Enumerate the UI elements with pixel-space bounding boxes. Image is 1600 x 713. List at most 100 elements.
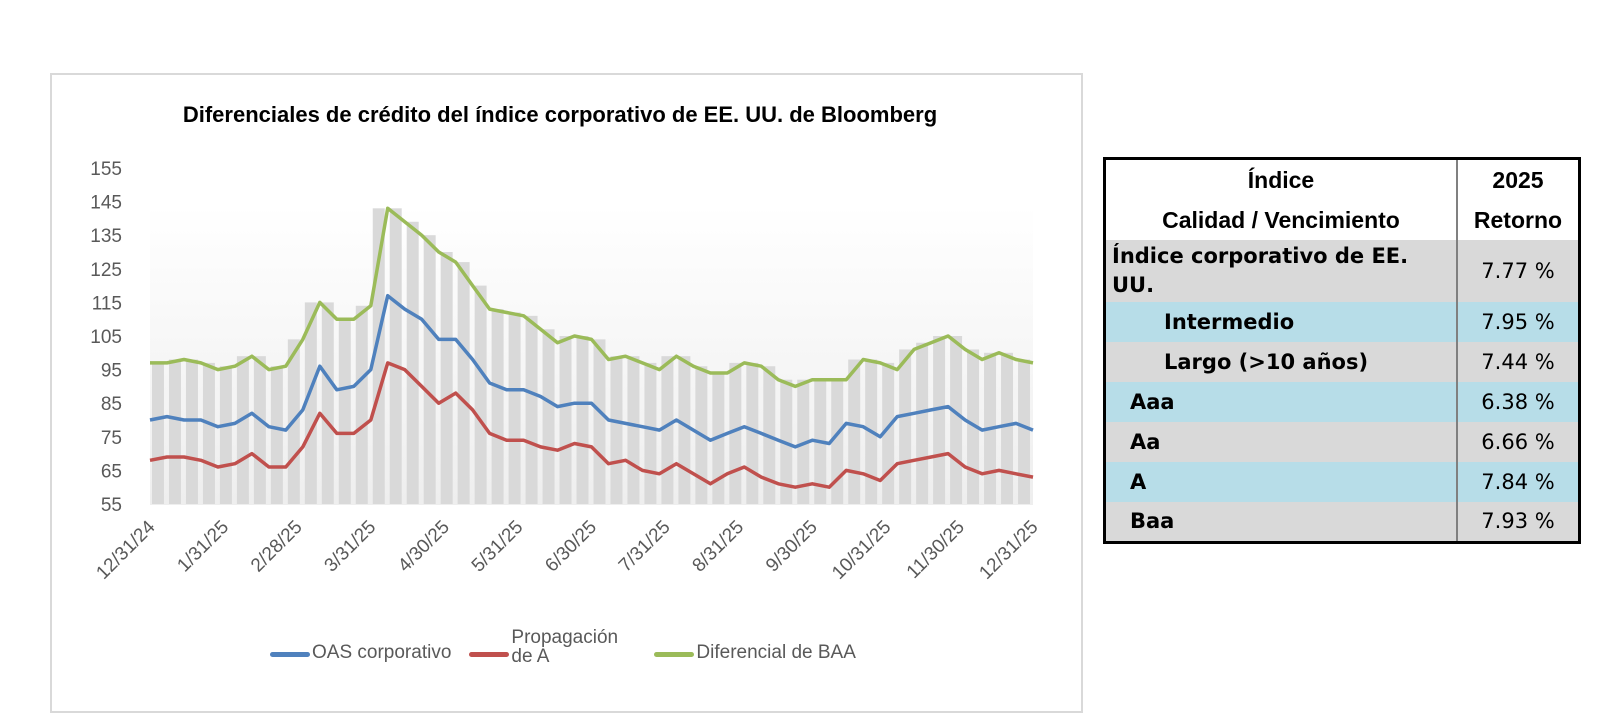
row-value: 7.44 % xyxy=(1481,350,1555,374)
y-tick-label: 55 xyxy=(101,495,122,516)
shade-bar xyxy=(848,359,861,504)
row-value: 7.77 % xyxy=(1481,259,1555,283)
shade-bar xyxy=(797,379,810,504)
x-tick-label: 4/30/25 xyxy=(394,517,454,577)
shade-bar xyxy=(661,356,674,504)
row-label: Baa xyxy=(1104,502,1458,542)
y-tick-label: 95 xyxy=(101,361,122,382)
y-tick-label: 135 xyxy=(90,226,122,247)
x-tick-label: 2/28/25 xyxy=(247,517,307,577)
table-header: Índice Calidad / Vencimiento 2025 Retorno xyxy=(1104,158,1580,240)
shade-bar xyxy=(152,362,164,504)
row-label: Aa xyxy=(1104,422,1458,462)
y-tick-label: 145 xyxy=(90,193,122,214)
shade-bar xyxy=(831,379,844,504)
shade-bar xyxy=(593,339,606,504)
shade-bar xyxy=(729,362,742,504)
x-tick-label: 10/31/25 xyxy=(828,517,895,584)
table-row: Aaa 6.38 % xyxy=(1104,382,1580,422)
shade-bar xyxy=(304,302,317,504)
shade-bar xyxy=(219,366,232,504)
series-line-propagaci-n-de-a xyxy=(149,361,1034,489)
y-tick-label: 115 xyxy=(92,293,122,314)
shade-bar xyxy=(457,262,470,504)
shade-bar xyxy=(678,356,691,504)
header-return: 2025 Retorno xyxy=(1457,158,1580,240)
header-text: 2025 xyxy=(1492,167,1544,193)
shade-bar xyxy=(933,336,946,504)
shade-bar xyxy=(576,336,589,504)
shade-bar xyxy=(389,208,402,504)
y-tick-label: 155 xyxy=(90,159,122,180)
row-value: 6.66 % xyxy=(1481,430,1555,454)
legend-label: OAS corporativo xyxy=(312,642,452,663)
header-text: Índice xyxy=(1247,167,1315,193)
y-tick-label: 65 xyxy=(101,461,122,482)
shade-bar xyxy=(270,366,283,504)
shade-bar xyxy=(542,329,555,504)
shade-bar xyxy=(338,319,351,504)
shade-bar xyxy=(202,362,215,504)
shade-bar xyxy=(627,356,640,504)
shade-bar xyxy=(321,302,334,504)
shade-bar xyxy=(236,356,249,504)
shade-bar xyxy=(440,252,453,504)
x-tick-label: 12/31/24 xyxy=(92,516,159,583)
x-tick-label: 9/30/25 xyxy=(762,517,822,577)
shade-bar xyxy=(508,312,521,504)
legend-item-baa: Diferencial de BAA xyxy=(654,640,856,663)
x-tick-label: 3/31/25 xyxy=(321,517,381,577)
legend-label: Diferencial de BAA xyxy=(696,642,856,663)
table-row: Aa 6.66 % xyxy=(1104,422,1580,462)
shade-bar xyxy=(746,362,759,504)
header-index: Índice Calidad / Vencimiento xyxy=(1104,158,1458,240)
shade-bar xyxy=(491,309,504,504)
row-value: 7.95 % xyxy=(1481,310,1555,334)
legend-label: Propagación de A xyxy=(511,627,619,667)
shade-bar xyxy=(1001,352,1014,504)
table-row: Intermedio 7.95 % xyxy=(1104,302,1580,342)
row-label: A xyxy=(1104,462,1458,502)
shade-bar xyxy=(916,342,929,504)
row-value: 7.93 % xyxy=(1481,509,1555,534)
legend: OAS corporativo Propagación de A Diferen… xyxy=(270,628,874,666)
shade-bar xyxy=(372,208,385,504)
shade-bar xyxy=(950,336,963,504)
shade-bar xyxy=(525,315,538,504)
shade-bar xyxy=(882,362,895,504)
legend-swatch-red xyxy=(469,652,510,657)
row-label: Intermedio xyxy=(1104,302,1458,342)
shade-bar xyxy=(559,336,572,504)
shade-bar xyxy=(406,221,419,504)
y-tick-label: 75 xyxy=(101,428,122,449)
legend-item-oas: OAS corporativo xyxy=(270,640,451,662)
shade-bar xyxy=(423,235,436,504)
legend-swatch-green xyxy=(654,652,695,657)
header-text: Calidad / Vencimiento xyxy=(1162,207,1400,233)
shade-bar xyxy=(474,285,487,504)
y-tick-label: 125 xyxy=(90,260,122,281)
shade-bar xyxy=(1018,359,1030,504)
shade-bar xyxy=(253,356,266,504)
x-tick-label: 11/30/25 xyxy=(903,517,969,583)
y-tick-label: 105 xyxy=(90,327,122,348)
table-row: Índice corporativo de EE. UU. 7.77 % xyxy=(1104,240,1580,302)
x-tick-label: 5/31/25 xyxy=(468,517,528,577)
x-tick-label: 8/31/25 xyxy=(689,517,749,577)
shade-bar xyxy=(899,349,912,504)
shade-bar xyxy=(185,359,198,504)
shade-bar xyxy=(355,305,368,504)
row-value: 7.84 % xyxy=(1481,470,1555,494)
table-row: Largo (>10 años) 7.44 % xyxy=(1104,342,1580,382)
returns-table: Índice Calidad / Vencimiento 2025 Retorno … xyxy=(1103,157,1581,544)
x-tick-label: 12/31/25 xyxy=(975,517,1042,584)
series-line-oas-corporativo xyxy=(149,293,1034,449)
chart-title: Diferenciales de crédito del índice corp… xyxy=(182,102,938,127)
shade-bar xyxy=(644,362,657,504)
shade-bar xyxy=(168,359,181,504)
x-tick-label: 6/30/25 xyxy=(541,517,601,577)
y-tick-label: 85 xyxy=(101,394,122,415)
legend-swatch-blue xyxy=(270,652,310,657)
row-label: Índice corporativo de EE. UU. xyxy=(1104,240,1458,302)
row-label: Aaa xyxy=(1104,382,1458,422)
